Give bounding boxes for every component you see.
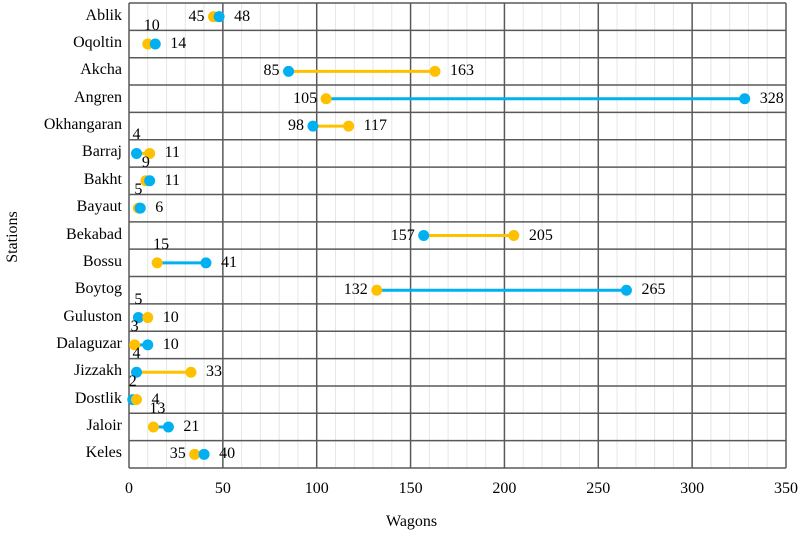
blue-dot (307, 120, 319, 132)
category-label: Angren (74, 88, 122, 106)
category-label: Bayaut (76, 198, 122, 216)
category-label: Jaloir (86, 416, 122, 434)
category-label: Bakht (83, 170, 122, 188)
x-tick-label: 0 (125, 480, 133, 497)
yellow-dot (144, 147, 156, 159)
value-label: 328 (759, 89, 784, 107)
value-label: 4 (132, 126, 141, 144)
value-label: 41 (220, 253, 237, 271)
value-label: 132 (343, 281, 368, 299)
value-label: 45 (188, 7, 205, 25)
blue-dot (144, 175, 156, 187)
value-label: 5 (134, 290, 143, 308)
yellow-dot (508, 230, 520, 241)
blue-dot (134, 202, 146, 214)
value-label: 2 (128, 372, 137, 390)
blue-dot (198, 448, 210, 460)
value-label: 205 (528, 226, 553, 244)
value-label: 11 (164, 144, 181, 162)
yellow-dot (151, 257, 163, 269)
value-label: 157 (390, 226, 415, 244)
blue-dot (418, 230, 430, 241)
blue-dot (200, 257, 212, 269)
value-label: 11 (164, 171, 181, 189)
yellow-dot (320, 93, 332, 105)
y-axis-title: Stations (4, 211, 21, 263)
category-label: Boytog (74, 280, 122, 298)
x-axis-title: Wagons (386, 513, 438, 530)
yellow-dot (131, 394, 143, 406)
yellow-dot (429, 65, 441, 77)
yellow-dot (185, 366, 197, 378)
value-label: 14 (170, 35, 187, 53)
blue-dot (131, 366, 143, 378)
blue-dot (162, 421, 174, 433)
yellow-dot (189, 448, 201, 460)
yellow-dot (142, 312, 154, 324)
value-label: 21 (183, 417, 200, 435)
value-label: 3 (130, 317, 139, 335)
x-tick-label: 350 (774, 480, 798, 497)
blue-dot (132, 312, 144, 324)
category-label: Ablik (85, 6, 122, 24)
blue-dot (142, 339, 154, 351)
yellow-dot (147, 421, 159, 433)
category-label: Bekabad (66, 225, 122, 243)
x-tick-label: 300 (680, 480, 705, 497)
x-tick-label: 50 (214, 480, 231, 497)
category-label: Okhangaran (43, 116, 122, 134)
category-label: Guluston (63, 307, 122, 325)
value-label: 10 (162, 308, 179, 326)
x-tick-label: 250 (586, 480, 611, 497)
blue-dot (131, 147, 143, 159)
blue-dot (739, 93, 751, 105)
value-label: 10 (162, 335, 179, 353)
value-label: 98 (287, 117, 304, 135)
blue-dot (620, 284, 632, 296)
value-label: 6 (155, 199, 164, 217)
blue-dot (283, 65, 295, 77)
yellow-dot (343, 120, 355, 132)
value-label: 117 (363, 117, 388, 135)
value-label: 4 (132, 345, 141, 363)
value-label: 35 (169, 445, 186, 463)
value-label: 15 (153, 235, 170, 253)
value-label: 163 (449, 62, 474, 80)
category-label: Jizzakh (74, 362, 122, 380)
category-label: Akcha (80, 61, 122, 79)
yellow-dot (371, 284, 383, 296)
value-label: 40 (219, 445, 236, 463)
category-label: Dalaguzar (56, 334, 122, 352)
value-label: 85 (263, 62, 280, 80)
value-label: 48 (234, 7, 251, 25)
blue-dot (149, 38, 161, 50)
category-label: Barraj (82, 143, 122, 161)
category-label: Dostlik (74, 389, 122, 407)
x-tick-label: 200 (492, 480, 517, 497)
category-label: Keles (85, 444, 122, 462)
value-label: 9 (141, 153, 150, 171)
category-label: Bossu (82, 252, 122, 270)
yellow-dot (129, 339, 141, 351)
x-tick-label: 100 (304, 480, 329, 497)
value-label: 5 (134, 181, 143, 199)
value-label: 10 (143, 17, 160, 35)
value-label: 13 (149, 399, 166, 417)
value-label: 105 (293, 89, 318, 107)
blue-dot (213, 11, 225, 23)
category-label: Oqoltin (73, 34, 122, 52)
x-tick-label: 150 (398, 480, 423, 497)
value-label: 4 (151, 390, 160, 408)
value-label: 265 (641, 281, 666, 299)
value-label: 33 (205, 363, 222, 381)
